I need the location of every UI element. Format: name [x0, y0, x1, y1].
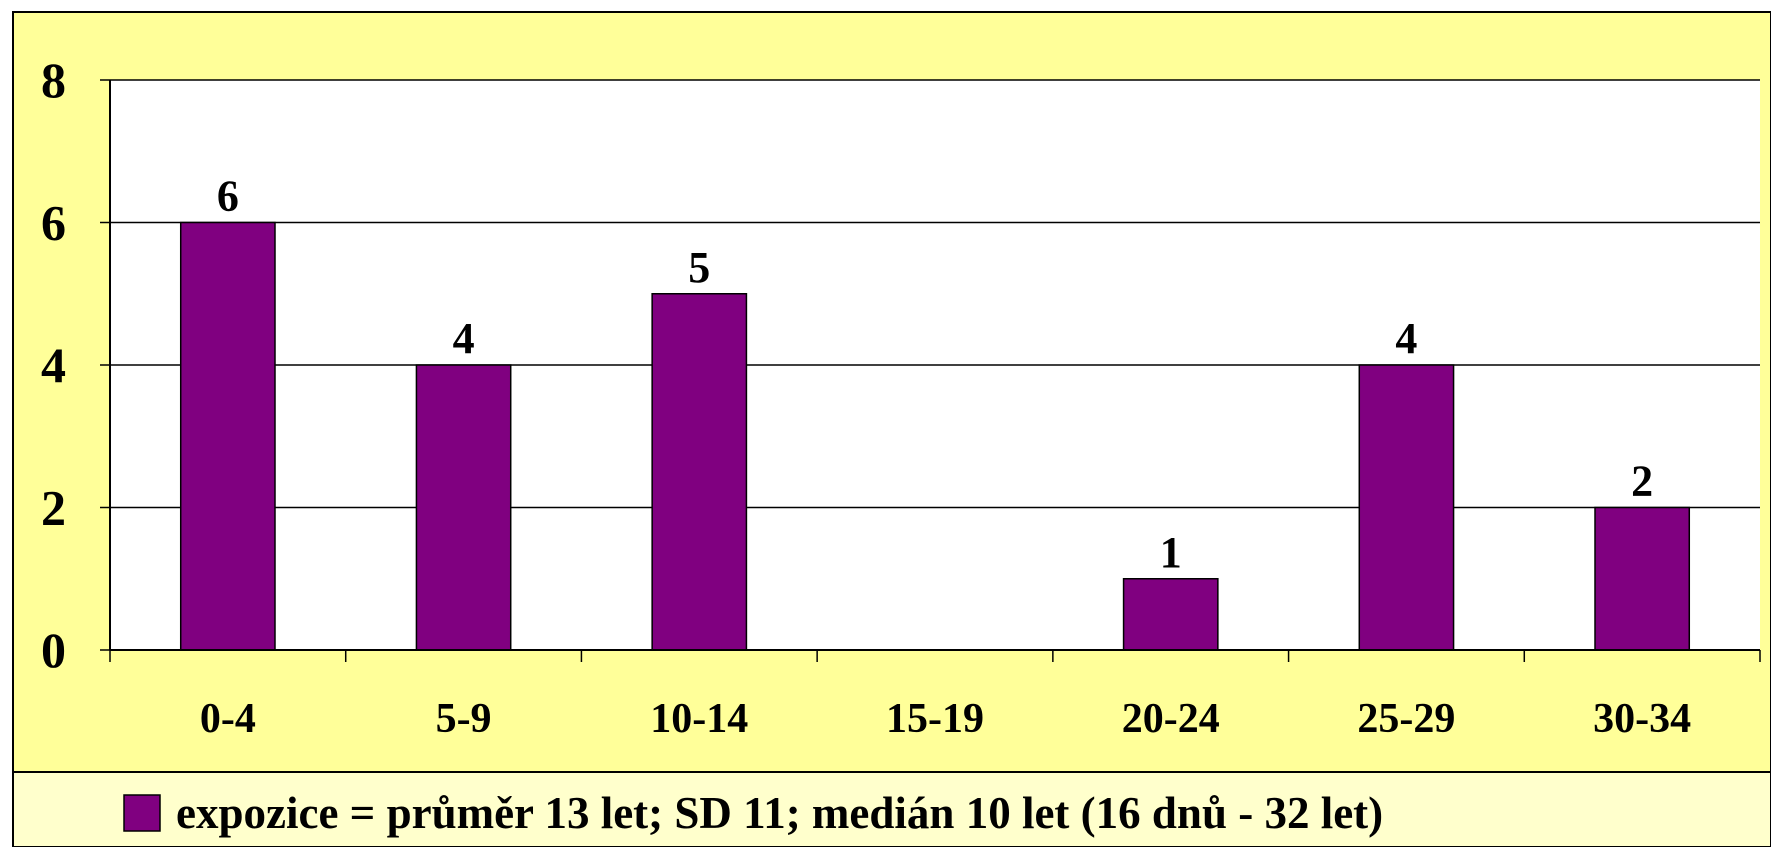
x-tick-label: 15-19: [886, 696, 984, 742]
gridlines: [110, 79, 1760, 509]
data-label: 4: [1395, 314, 1417, 363]
axes: [100, 79, 1761, 662]
data-label: 4: [453, 314, 475, 363]
legend-box: [12, 771, 1771, 848]
bar: [1594, 506, 1691, 651]
x-tick-label: 30-34: [1593, 696, 1691, 742]
legend-label: expozice = průměr 13 let; SD 11; medián …: [176, 788, 1383, 838]
bar: [179, 221, 276, 651]
x-tick-label: 25-29: [1357, 696, 1455, 742]
legend-swatch: [123, 794, 161, 832]
bar: [1358, 364, 1455, 651]
bar: [1122, 578, 1219, 651]
bar: [651, 293, 748, 651]
data-label: 6: [217, 172, 239, 221]
data-label: 1: [1160, 528, 1182, 577]
x-tick-label: 20-24: [1122, 696, 1220, 742]
labels: 0 2 4 6 8 6 0-4 4 5-9 5 10-14 15-19 1 20-24 4 25-29 2 30-…: [41, 52, 1691, 742]
x-tick-label: 5-9: [436, 696, 492, 742]
y-tick-label: 8: [41, 52, 66, 108]
x-tick-label: 10-14: [650, 696, 748, 742]
data-label: 2: [1631, 457, 1653, 506]
data-label: 5: [688, 243, 710, 292]
x-tick-label: 0-4: [200, 696, 256, 742]
legend: expozice = průměr 13 let; SD 11; medián …: [12, 771, 1771, 848]
bar: [415, 364, 512, 651]
y-tick-label: 2: [41, 480, 66, 536]
y-tick-label: 4: [41, 337, 66, 393]
y-tick-label: 6: [41, 195, 66, 251]
bars: [179, 221, 1691, 651]
y-tick-label: 0: [41, 622, 66, 678]
